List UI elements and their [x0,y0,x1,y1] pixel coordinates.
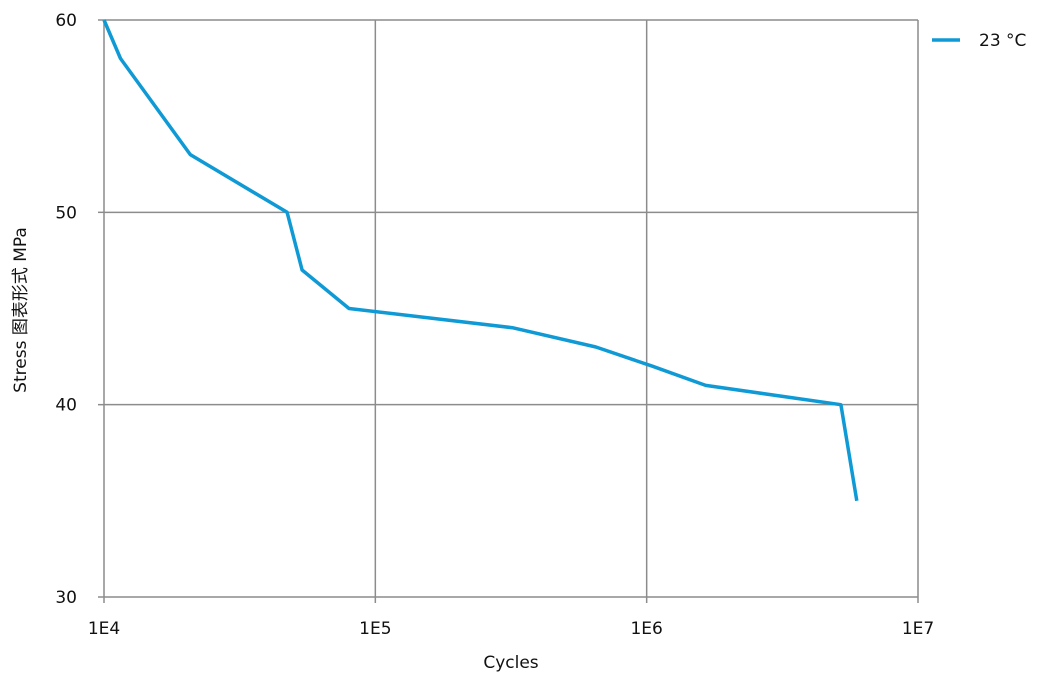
x-axis-label: Cycles [483,653,538,673]
axis-ticks: 30 40 50 60 1E4 1E5 1E6 1E7 [55,11,934,639]
x-tick-label: 1E6 [630,619,662,639]
y-tick-label: 40 [55,396,77,416]
x-tick-label: 1E4 [88,619,120,639]
legend-label: 23 °C [979,31,1026,51]
series-group [102,19,859,502]
legend: 23 °C [932,31,1026,51]
y-tick-label: 50 [55,203,77,223]
y-axis-label: Stress 图表形式 MPa [11,227,31,393]
x-tick-label: 1E7 [902,619,934,639]
series-line [102,19,859,502]
grid [103,19,919,598]
y-tick-label: 30 [55,588,77,608]
x-tick-label: 1E5 [359,619,391,639]
y-tick-label: 60 [55,11,77,31]
